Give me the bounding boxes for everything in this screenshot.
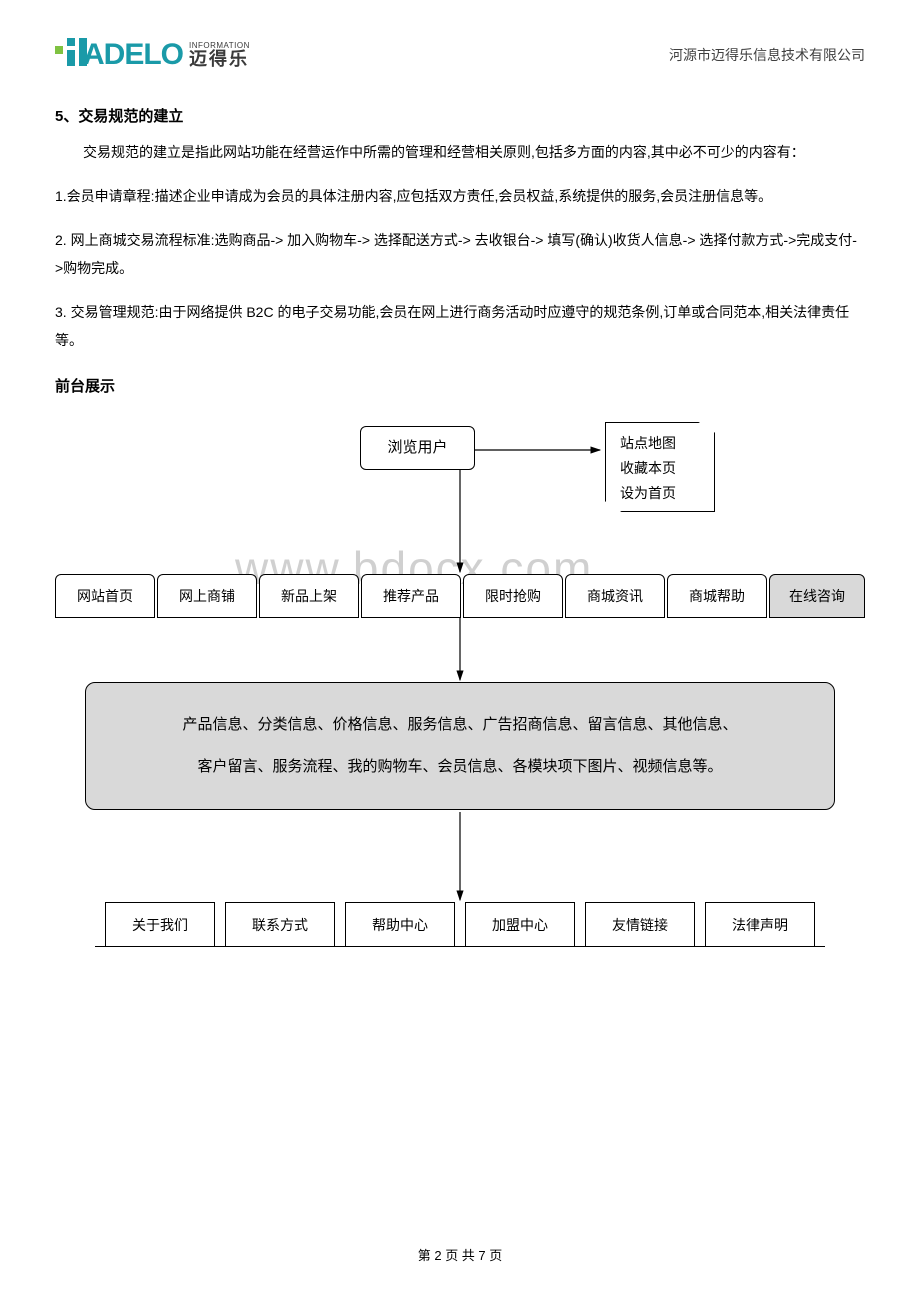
section-title: 5、交易规范的建立 [55,102,865,132]
bookmark-line3: 设为首页 [620,481,714,506]
flowchart: www.bdocx.com 浏览用户 站点地图 收藏本页 设为首页 网站首页 网… [55,422,865,982]
info-line2: 客户留言、服务流程、我的购物车、会员信息、各模块项下图片、视频信息等。 [197,746,722,788]
nav-item-4: 限时抢购 [463,574,563,618]
footer-nav-4: 友情链接 [585,902,695,946]
info-line1: 产品信息、分类信息、价格信息、服务信息、广告招商信息、留言信息、其他信息、 [182,704,737,746]
item-2: 2. 网上商城交易流程标准:选购商品-> 加入购物车-> 选择配送方式-> 去收… [55,226,865,282]
footer-underline [95,946,825,947]
company-name: 河源市迈得乐信息技术有限公司 [669,45,865,65]
nav-item-6: 商城帮助 [667,574,767,618]
nav-item-0: 网站首页 [55,574,155,618]
logo-cn-text: 迈得乐 [189,50,250,68]
document-body: 5、交易规范的建立 交易规范的建立是指此网站功能在经营运作中所需的管理和经营相关… [0,72,920,982]
nav-item-2: 新品上架 [259,574,359,618]
item-1: 1.会员申请章程:描述企业申请成为会员的具体注册内容,应包括双方责任,会员权益,… [55,182,865,210]
nav-item-5: 商城资讯 [565,574,665,618]
footer-nav-5: 法律声明 [705,902,815,946]
bookmark-line1: 站点地图 [620,431,714,456]
nav-item-7: 在线咨询 [769,574,865,618]
node-browse-user: 浏览用户 [360,426,475,470]
subsection-title: 前台展示 [55,372,865,402]
footer-nav-0: 关于我们 [105,902,215,946]
footer-nav-2: 帮助中心 [345,902,455,946]
nav-item-3: 推荐产品 [361,574,461,618]
logo-text: ADELO [55,38,183,72]
bookmark-line2: 收藏本页 [620,456,714,481]
footer-nav-3: 加盟中心 [465,902,575,946]
logo: ADELO INFORMATION 迈得乐 [55,38,250,72]
page-number: 第 2 页 共 7 页 [0,1245,920,1264]
info-panel: 产品信息、分类信息、价格信息、服务信息、广告招商信息、留言信息、其他信息、 客户… [85,682,835,810]
node-bookmark: 站点地图 收藏本页 设为首页 [605,422,715,512]
footer-nav-1: 联系方式 [225,902,335,946]
nav-item-1: 网上商铺 [157,574,257,618]
intro-paragraph: 交易规范的建立是指此网站功能在经营运作中所需的管理和经营相关原则,包括多方面的内… [55,138,865,166]
logo-subtitle: INFORMATION 迈得乐 [189,42,250,68]
page-header: ADELO INFORMATION 迈得乐 河源市迈得乐信息技术有限公司 [0,0,920,72]
item-3: 3. 交易管理规范:由于网络提供 B2C 的电子交易功能,会员在网上进行商务活动… [55,298,865,354]
